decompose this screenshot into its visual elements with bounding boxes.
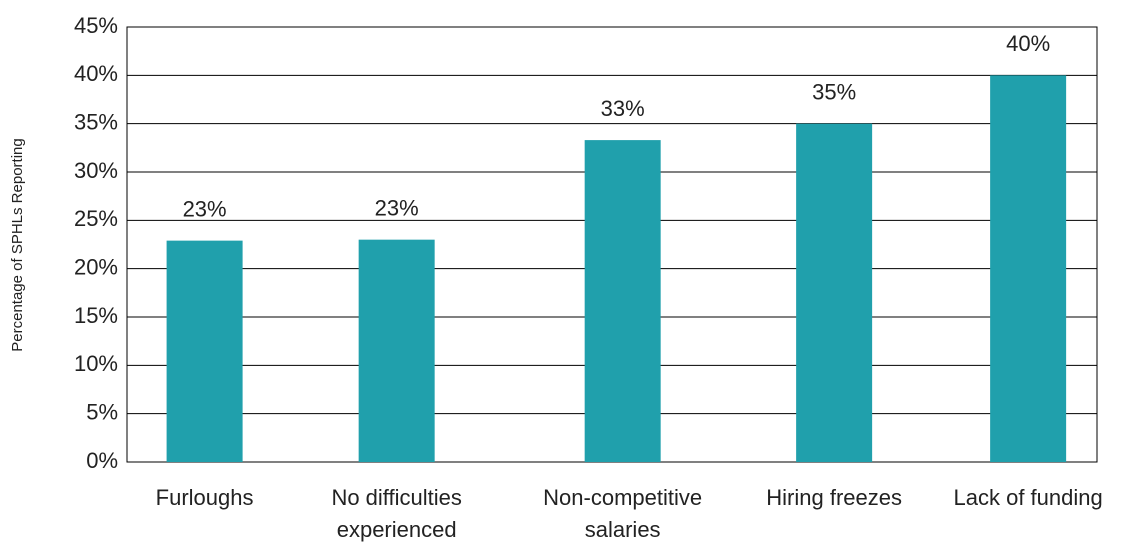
y-tick-label: 20% bbox=[74, 254, 118, 279]
value-label: 23% bbox=[183, 196, 227, 221]
bar bbox=[990, 75, 1067, 462]
y-tick-label: 35% bbox=[74, 109, 118, 134]
y-tick-label: 0% bbox=[86, 448, 118, 473]
bar bbox=[358, 239, 435, 462]
x-tick-label: No difficulties experienced bbox=[331, 485, 462, 542]
y-axis-label: Percentage of SPHLs Reporting bbox=[9, 138, 26, 351]
y-tick-label: 45% bbox=[74, 13, 118, 38]
bar bbox=[166, 240, 243, 462]
y-tick-label: 25% bbox=[74, 206, 118, 231]
value-label: 23% bbox=[375, 195, 419, 220]
bar bbox=[796, 123, 873, 463]
value-label: 40% bbox=[1006, 31, 1050, 56]
value-label: 33% bbox=[601, 96, 645, 121]
x-tick-label: Hiring freezes bbox=[766, 485, 902, 510]
y-tick-label: 15% bbox=[74, 303, 118, 328]
y-tick-label: 30% bbox=[74, 158, 118, 183]
y-tick-label: 10% bbox=[74, 351, 118, 376]
x-tick-label: Lack of funding bbox=[953, 485, 1103, 510]
x-tick-label: Non-competitive salaries bbox=[543, 485, 703, 542]
bar bbox=[584, 140, 661, 462]
y-tick-label: 5% bbox=[86, 399, 118, 424]
x-tick-label: Furloughs bbox=[155, 485, 254, 510]
y-tick-label: 40% bbox=[74, 61, 118, 86]
value-label: 35% bbox=[812, 79, 856, 104]
